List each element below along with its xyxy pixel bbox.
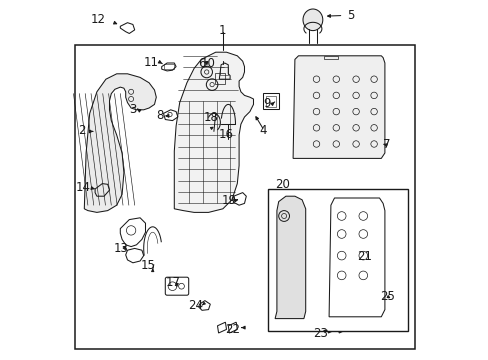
Bar <box>220 67 227 75</box>
Polygon shape <box>84 74 156 212</box>
Text: 7: 7 <box>382 138 389 151</box>
Text: 20: 20 <box>274 178 289 191</box>
Text: 17: 17 <box>166 276 181 289</box>
Text: 12: 12 <box>90 13 105 26</box>
Text: 14: 14 <box>76 181 91 194</box>
Text: 11: 11 <box>143 56 158 69</box>
Text: 18: 18 <box>203 111 218 123</box>
Text: 10: 10 <box>201 57 216 69</box>
Text: 24: 24 <box>188 299 203 312</box>
Polygon shape <box>275 196 305 319</box>
Text: 5: 5 <box>346 9 354 22</box>
Text: 4: 4 <box>259 124 266 137</box>
Text: 3: 3 <box>129 103 136 116</box>
Ellipse shape <box>303 9 322 31</box>
Text: 15: 15 <box>140 259 155 272</box>
Text: 9: 9 <box>263 97 270 110</box>
Text: 23: 23 <box>313 327 327 340</box>
Bar <box>267 189 407 331</box>
Text: 1: 1 <box>219 24 226 37</box>
Polygon shape <box>323 56 337 59</box>
Text: 2: 2 <box>78 124 85 137</box>
Polygon shape <box>292 56 384 158</box>
Polygon shape <box>174 52 253 212</box>
Text: 8: 8 <box>156 109 163 122</box>
Text: 6: 6 <box>198 57 205 69</box>
Text: 21: 21 <box>356 250 371 263</box>
Bar <box>163 64 173 69</box>
Text: 25: 25 <box>379 291 394 303</box>
Text: 13: 13 <box>113 242 128 255</box>
Text: 22: 22 <box>224 323 240 336</box>
Text: 16: 16 <box>218 128 233 141</box>
Text: 19: 19 <box>221 194 236 207</box>
Bar <box>75 45 415 349</box>
